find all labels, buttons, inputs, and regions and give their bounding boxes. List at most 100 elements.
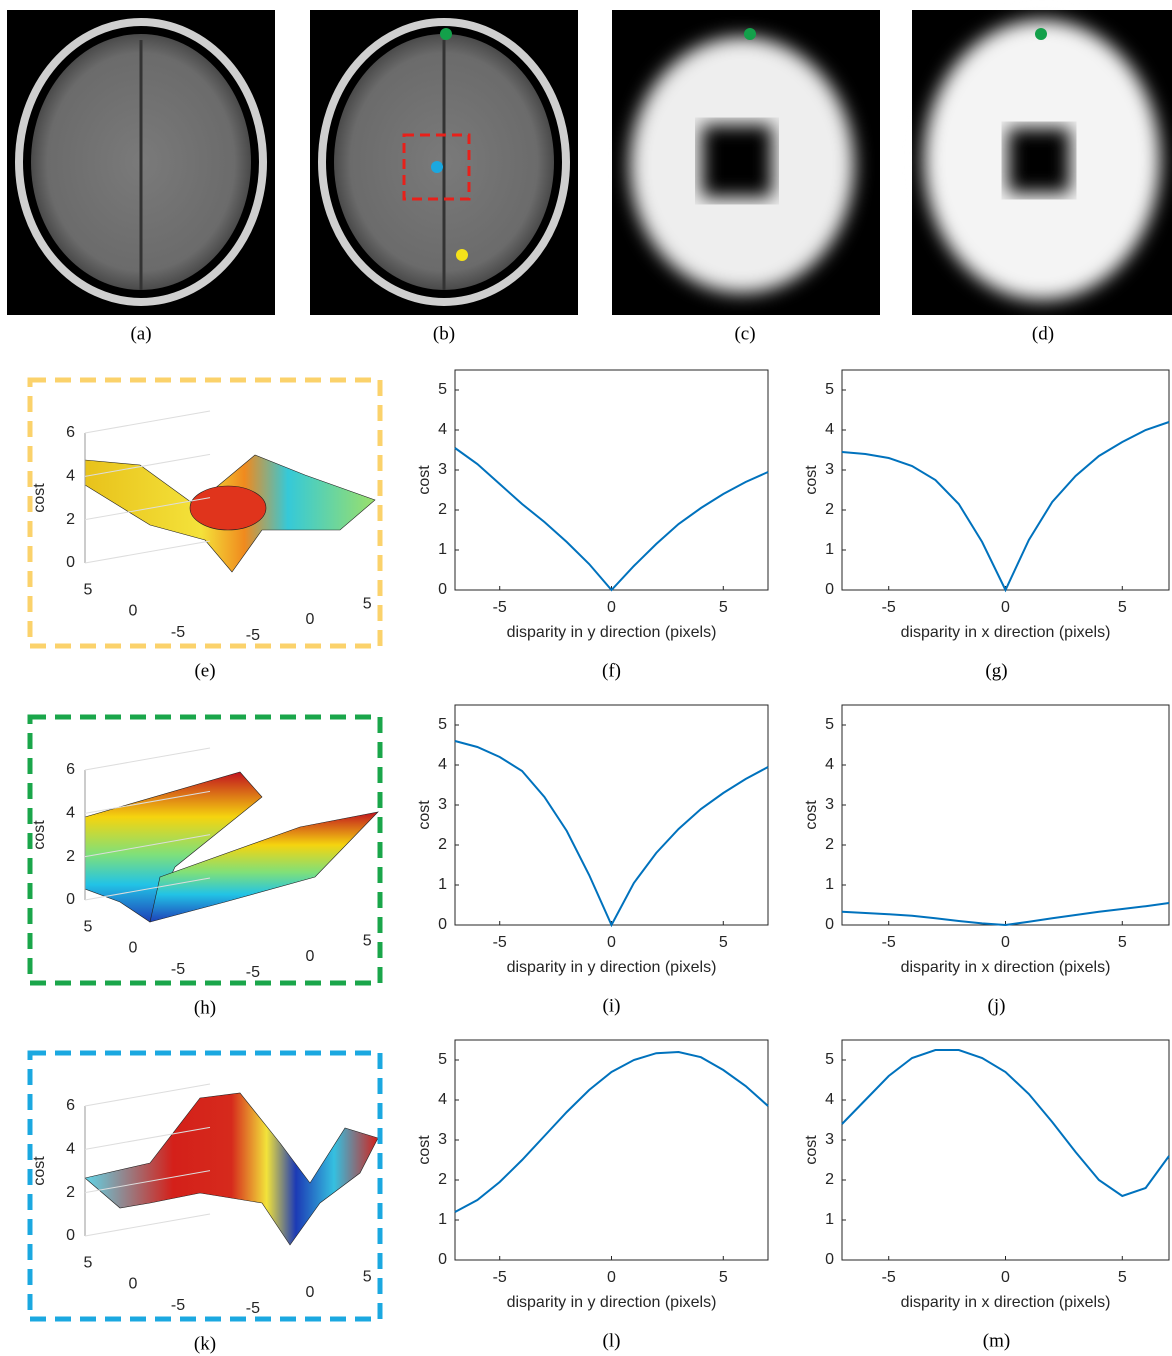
caption: (g) xyxy=(985,660,1007,681)
y-tick-label: 3 xyxy=(825,796,834,813)
caption: (l) xyxy=(603,1330,621,1351)
figure: (a) (b) (c) (d) 0246cost50-5-505(e)0246c… xyxy=(0,0,1172,1356)
y-tick-label: 4 xyxy=(825,756,834,773)
z-tick-label: 2 xyxy=(66,511,75,528)
y-tick-label: 5 xyxy=(825,716,834,733)
y-tick-label: -5 xyxy=(171,1297,185,1314)
image-d xyxy=(912,10,1172,315)
y-tick-label: 5 xyxy=(84,1255,93,1272)
x-tick-label: 0 xyxy=(1001,599,1010,616)
x-tick-label: -5 xyxy=(493,1269,507,1286)
x-tick-label: 0 xyxy=(607,599,616,616)
z-tick-label: 2 xyxy=(66,1184,75,1201)
y-tick-label: 5 xyxy=(438,716,447,733)
z-tick-label: 0 xyxy=(66,1227,75,1244)
z-label: cost xyxy=(31,820,48,850)
x-tick-label: -5 xyxy=(246,627,260,644)
y-tick-label: 3 xyxy=(438,461,447,478)
y-tick-label: 0 xyxy=(129,940,138,957)
z-tick-label: 6 xyxy=(66,1097,75,1114)
y-tick-label: 4 xyxy=(438,1091,447,1108)
x-tick-label: 0 xyxy=(1001,1269,1010,1286)
y-tick-label: 4 xyxy=(438,756,447,773)
line xyxy=(455,448,768,590)
y-tick-label: 0 xyxy=(825,916,834,933)
image-b xyxy=(310,10,578,315)
y-tick-label: 4 xyxy=(438,421,447,438)
x-tick-label: 5 xyxy=(1118,1269,1127,1286)
y-tick-label: 4 xyxy=(825,1091,834,1108)
line xyxy=(842,422,1169,590)
y-tick-label: 5 xyxy=(84,582,93,599)
y-tick-label: 0 xyxy=(438,916,447,933)
z-tick-label: 4 xyxy=(66,1141,75,1158)
line xyxy=(455,1052,768,1212)
z-tick-label: 2 xyxy=(66,848,75,865)
y-tick-label: 4 xyxy=(825,421,834,438)
y-tick-label: 3 xyxy=(825,461,834,478)
y-tick-label: 5 xyxy=(825,381,834,398)
z-tick-label: 4 xyxy=(66,468,75,485)
y-label: cost xyxy=(416,1135,433,1165)
caption: (f) xyxy=(602,660,621,681)
x-tick-label: 5 xyxy=(719,1269,728,1286)
x-tick-label: 5 xyxy=(1118,934,1127,951)
line xyxy=(842,1050,1169,1196)
y-label: cost xyxy=(803,1135,820,1165)
grid-line xyxy=(85,541,210,563)
axes-box xyxy=(842,705,1169,925)
x-tick-label: 5 xyxy=(363,933,372,950)
x-tick-label: -5 xyxy=(493,599,507,616)
z-tick-label: 4 xyxy=(66,805,75,822)
y-tick-label: 1 xyxy=(438,876,447,893)
image-c xyxy=(612,10,880,315)
grid-line xyxy=(85,1214,210,1236)
grid-line xyxy=(85,1084,210,1106)
x-tick-label: 0 xyxy=(607,934,616,951)
y-tick-label: 3 xyxy=(825,1131,834,1148)
axes-box xyxy=(455,705,768,925)
x-tick-label: -5 xyxy=(882,1269,896,1286)
y-tick-label: 3 xyxy=(438,1131,447,1148)
x-tick-label: 0 xyxy=(306,948,315,965)
y-tick-label: -5 xyxy=(171,961,185,978)
x-tick-label: 0 xyxy=(306,1284,315,1301)
y-tick-label: 1 xyxy=(825,876,834,893)
axes-box xyxy=(842,370,1169,590)
x-label: disparity in y direction (pixels) xyxy=(507,959,717,976)
z-tick-label: 0 xyxy=(66,891,75,908)
x-tick-label: 5 xyxy=(719,934,728,951)
y-tick-label: -5 xyxy=(171,624,185,641)
grid-line xyxy=(85,411,210,433)
surface-k xyxy=(85,1093,378,1245)
x-tick-label: -5 xyxy=(882,934,896,951)
y-label: cost xyxy=(803,465,820,495)
axes-box xyxy=(455,370,768,590)
caption: (k) xyxy=(194,1333,216,1354)
caption: (c) xyxy=(734,323,755,344)
y-tick-label: 5 xyxy=(84,919,93,936)
y-tick-label: 0 xyxy=(438,581,447,598)
y-label: cost xyxy=(803,800,820,830)
caption: (a) xyxy=(130,323,151,344)
x-label: disparity in y direction (pixels) xyxy=(507,1294,717,1311)
x-tick-label: 0 xyxy=(306,611,315,628)
z-label: cost xyxy=(31,483,48,513)
x-tick-label: 0 xyxy=(607,1269,616,1286)
y-label: cost xyxy=(416,800,433,830)
y-tick-label: 2 xyxy=(825,501,834,518)
x-tick-label: 5 xyxy=(719,599,728,616)
surface-h xyxy=(85,772,378,922)
y-tick-label: 0 xyxy=(825,581,834,598)
y-tick-label: 2 xyxy=(825,1171,834,1188)
x-tick-label: 5 xyxy=(363,1269,372,1286)
y-label: cost xyxy=(416,465,433,495)
y-tick-label: 1 xyxy=(825,541,834,558)
image-a xyxy=(7,10,275,315)
y-tick-label: 2 xyxy=(438,1171,447,1188)
caption: (b) xyxy=(433,323,455,344)
caption: (d) xyxy=(1032,323,1054,344)
x-tick-label: -5 xyxy=(246,964,260,981)
caption: (i) xyxy=(603,995,621,1016)
caption: (j) xyxy=(988,995,1006,1016)
